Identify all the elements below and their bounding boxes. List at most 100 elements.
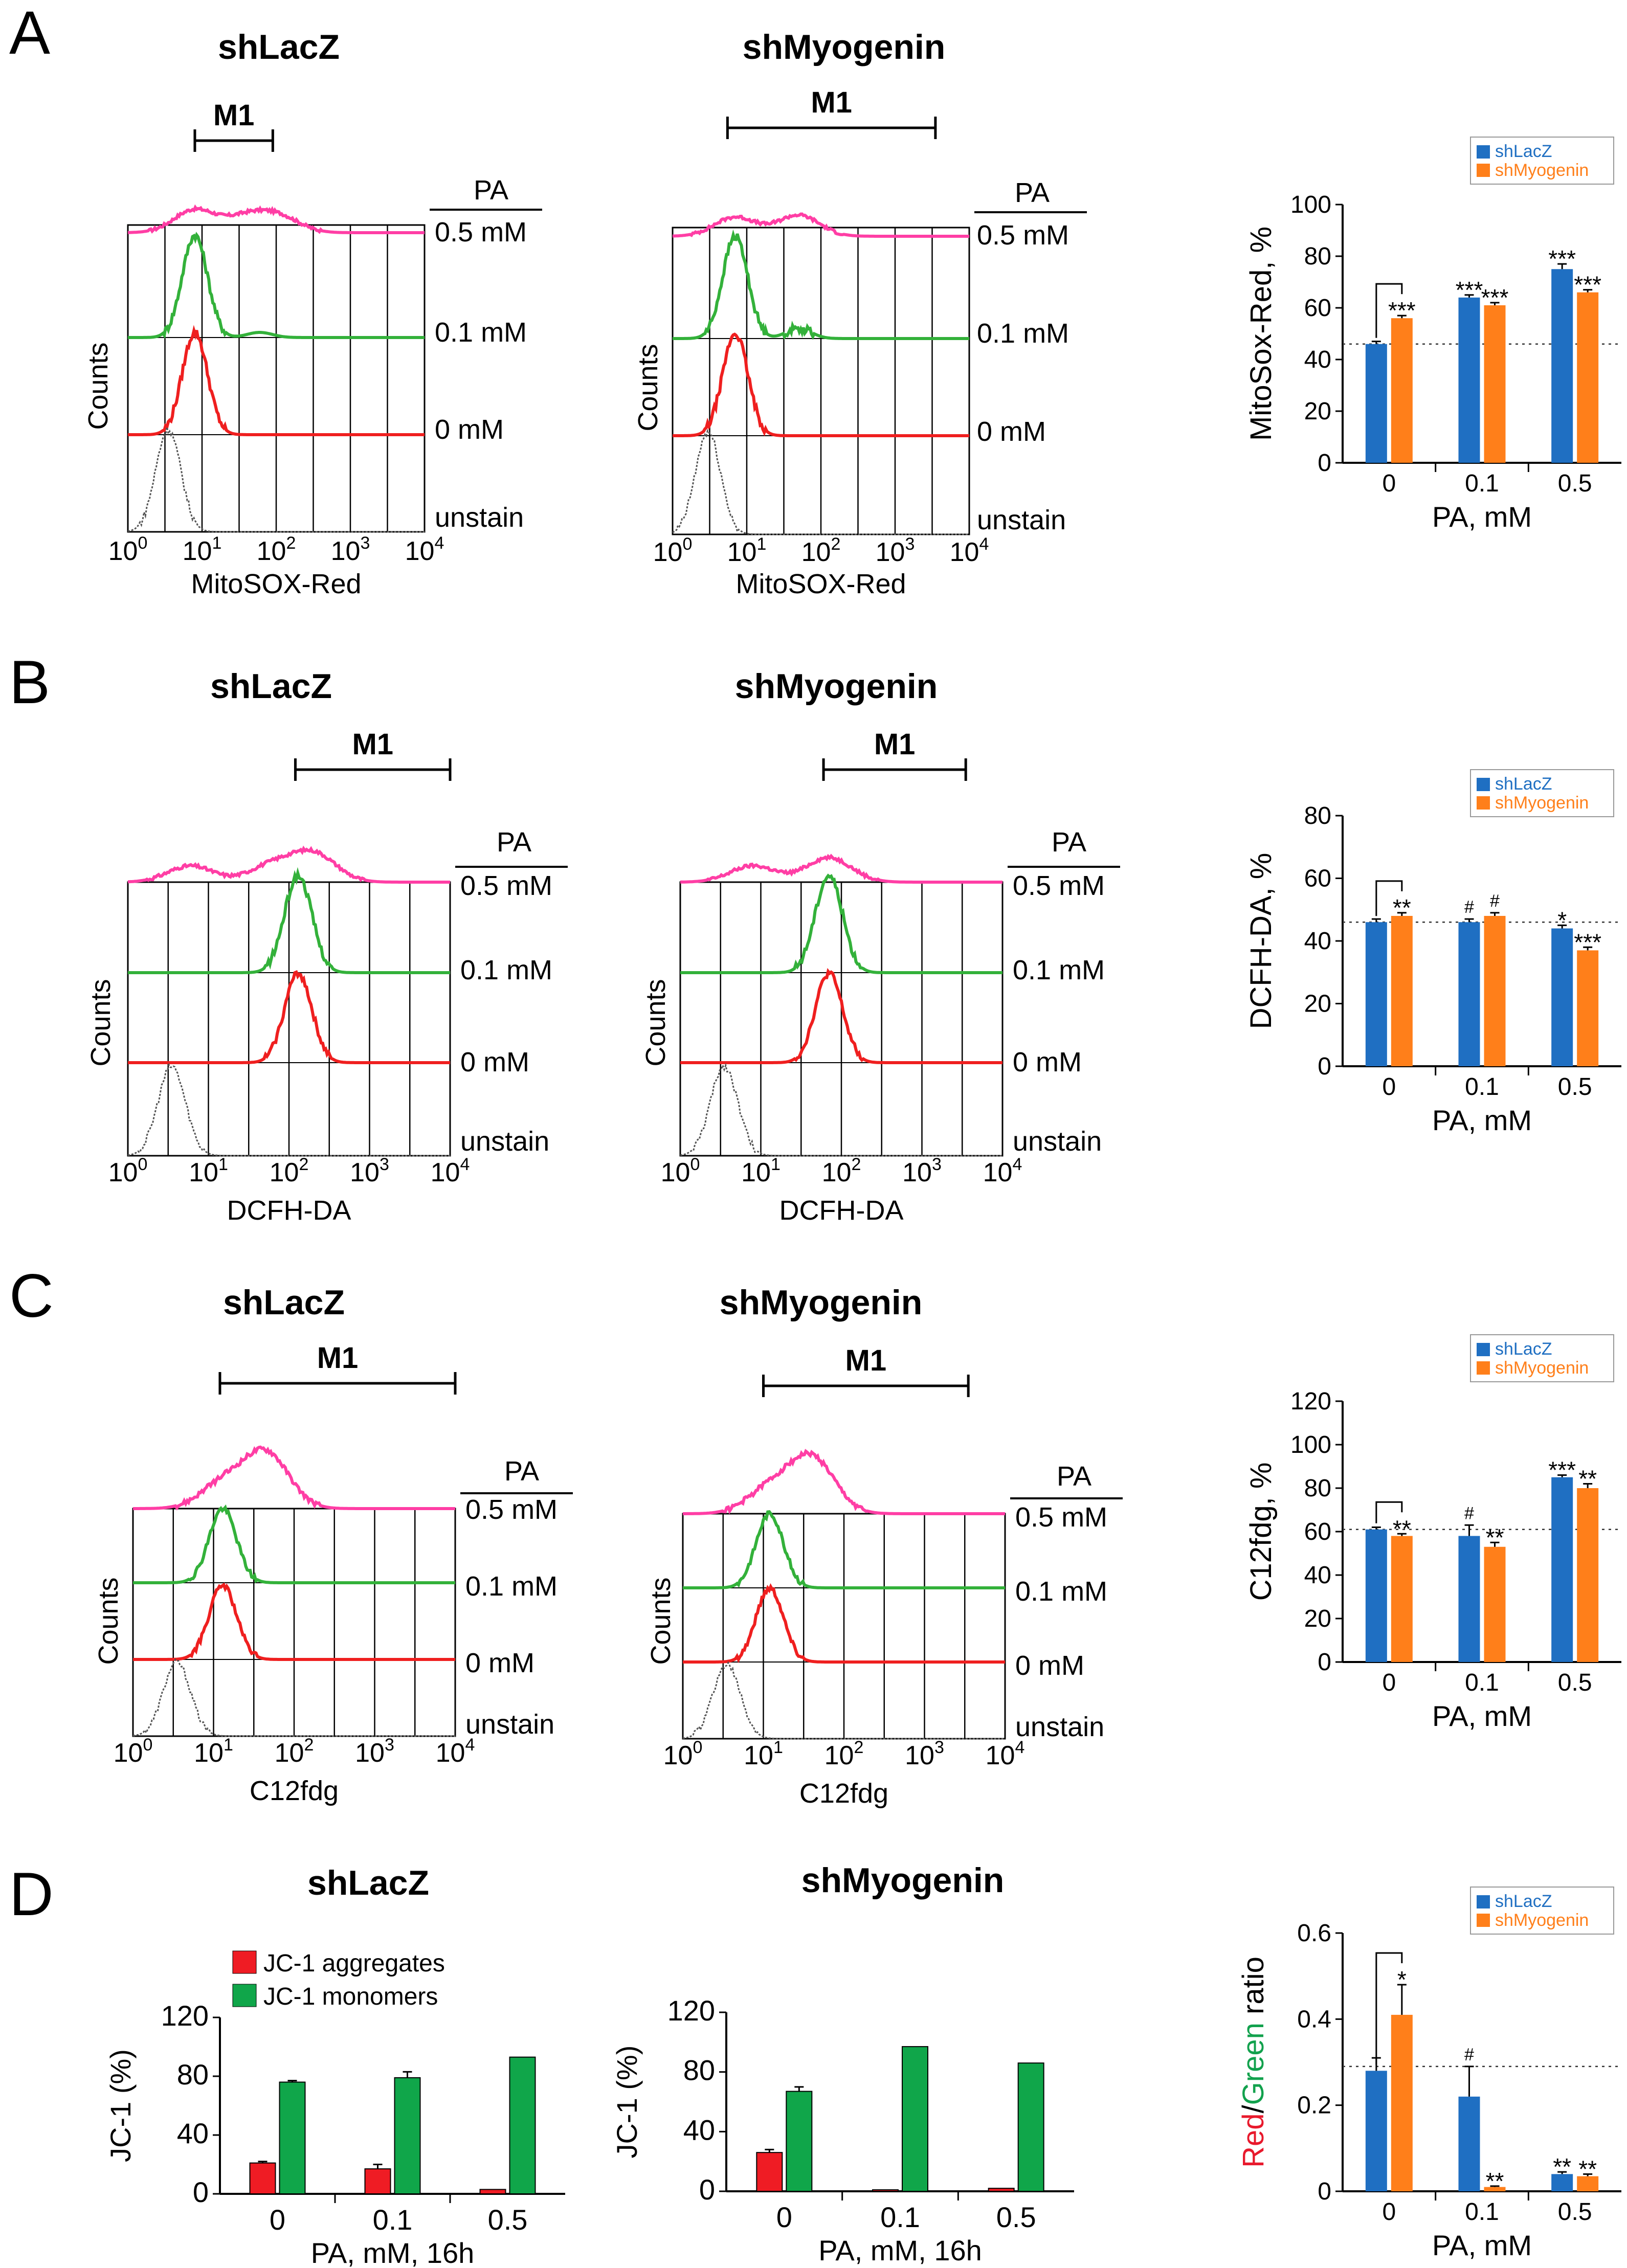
x-tick-label: 102	[822, 1155, 861, 1187]
legend-swatch-shLacZ	[1477, 1895, 1490, 1908]
hist-A-right-level-05: 0.5 mM	[977, 220, 1069, 251]
legend-label-shMyogenin: shMyogenin	[1495, 793, 1589, 813]
hist-C-right-pa: PA	[1057, 1461, 1091, 1492]
legend-box	[1470, 137, 1614, 185]
bar-shMyogenin-0.5	[1577, 292, 1599, 463]
histogram-curve-01mM	[673, 229, 969, 340]
significance-label: **	[1393, 1515, 1411, 1542]
x-tick-label: 102	[824, 1738, 864, 1770]
gate-m1-label: M1	[213, 99, 255, 132]
hist-C-right-unstain: unstain	[1015, 1712, 1104, 1742]
histogram-curve-0mM	[133, 1582, 455, 1661]
panel-B-right-title: shMyogenin	[735, 667, 938, 706]
histogram-A-shLacZ: 100 101 102 103 104 MitoSOX-Red M1	[108, 99, 542, 599]
x-tick-label: 0	[1382, 2198, 1396, 2226]
significance-bracket	[1375, 283, 1403, 338]
jc1-legend: JC-1 aggregates JC-1 monomers	[232, 1950, 445, 2010]
x-tick-label: 0.5	[996, 2201, 1036, 2233]
x-tick-label: 0.1	[1465, 1073, 1499, 1101]
gate-m1-label: M1	[845, 1344, 887, 1377]
hist-B-left-counts: Counts	[85, 979, 116, 1066]
significance-label: ***	[1574, 272, 1601, 298]
bar-JC-1-monomers-0	[786, 2091, 813, 2192]
y-tick-label: 80	[683, 2054, 715, 2086]
panel-A-right-title: shMyogenin	[743, 28, 946, 66]
bar-JC-1-aggregates-0.5	[479, 2189, 506, 2194]
x-tick-label: 101	[741, 1155, 781, 1187]
y-tick-label: 80	[1304, 1475, 1331, 1502]
hist-C-right-counts: Counts	[645, 1577, 676, 1665]
histogram-curve-unstain	[127, 1063, 450, 1157]
bar-JC-1-aggregates-0.1	[872, 2189, 899, 2192]
x-tick-label: 103	[905, 1738, 944, 1770]
y-tick-label: 0	[1318, 450, 1331, 477]
x-tick-label: 0.5	[1558, 1073, 1592, 1101]
histogram-B-shMyogenin: 100 101 102 103 104 DCFH-DA M1	[661, 728, 1120, 1226]
x-axis-label: PA, mM, 16h	[818, 2234, 982, 2266]
bar-JC-1-aggregates-0	[756, 2152, 783, 2192]
legend-swatch-shMyogenin	[1477, 1914, 1490, 1927]
legend-swatch-shMyogenin	[1477, 796, 1490, 810]
jc1-legend-monomers-label: JC-1 monomers	[263, 1983, 438, 2010]
hist-B-right-level-0: 0 mM	[1013, 1047, 1082, 1077]
significance-label: ***	[1574, 929, 1601, 955]
panel-letter-B: B	[9, 648, 50, 716]
histogram-curve-unstain	[680, 1063, 1002, 1157]
y-tick-label: 40	[683, 2114, 715, 2146]
x-axis-label: PA, mM	[1432, 2229, 1532, 2261]
x-tick-label: 0	[270, 2204, 285, 2236]
bar-shMyogenin-0.1	[1484, 1546, 1506, 1662]
hist-B-right-pa: PA	[1052, 827, 1086, 858]
y-tick-label: 0	[1318, 1053, 1331, 1080]
bar-shMyogenin-0	[1391, 916, 1413, 1066]
histogram-curve-01mM	[128, 867, 450, 974]
y-axis-label: JC-1 (%)	[611, 2046, 643, 2159]
x-tick-label: 100	[663, 1738, 703, 1770]
significance-label: ***	[1481, 284, 1509, 311]
x-tick-label: 0.1	[1465, 2198, 1499, 2226]
significance-bracket	[1375, 1952, 1403, 2065]
legend-label-shMyogenin: shMyogenin	[1495, 1358, 1589, 1378]
histogram-A-shMyogenin: 100 101 102 103 104 MitoSOX-Red M1	[653, 86, 1087, 599]
y-tick-label: 120	[161, 2000, 209, 2032]
bar-shLacZ-0.1	[1458, 1536, 1480, 1662]
x-tick-label: 101	[744, 1738, 783, 1770]
hist-A-right-pa: PA	[1015, 177, 1050, 208]
y-tick-label: 100	[1290, 191, 1331, 218]
legend-box	[1470, 1334, 1614, 1382]
hist-C-left-level-0: 0 mM	[465, 1648, 534, 1678]
y-tick-label: 0	[193, 2176, 209, 2208]
x-tick-label: 100	[661, 1155, 700, 1187]
histogram-curve-unstain	[127, 426, 425, 533]
panel-letter-C: C	[9, 1262, 54, 1330]
x-tick-label: 100	[108, 533, 148, 566]
x-tick-label: 0.5	[488, 2204, 528, 2236]
hist-C-left-counts: Counts	[93, 1577, 124, 1665]
significance-label: ***	[1548, 245, 1576, 272]
histogram-curve-0mM	[128, 325, 425, 436]
significance-label: ***	[1548, 1457, 1576, 1484]
x-tick-label: 0	[776, 2201, 792, 2233]
histogram-curve-0mM	[680, 968, 1002, 1064]
hist-A-left-level-01: 0.1 mM	[435, 317, 527, 348]
x-tick-label: 101	[189, 1155, 228, 1187]
x-tick-label: 101	[194, 1735, 233, 1768]
histogram-curve-05mM	[672, 212, 969, 238]
bar-shMyogenin-0.1	[1484, 916, 1506, 1066]
hist-C-left-unstain: unstain	[465, 1709, 554, 1740]
histogram-curve-05mM	[683, 1449, 1005, 1515]
hist-C-right-level-05: 0.5 mM	[1015, 1502, 1107, 1533]
histogram-curve-0mM	[673, 332, 969, 437]
significance-label: **	[1486, 2168, 1504, 2194]
gate-m1-label: M1	[811, 86, 852, 119]
x-tick-label: 0.1	[1465, 470, 1499, 497]
x-tick-label: 0	[1382, 1073, 1396, 1101]
hist-B-left-pa: PA	[497, 827, 531, 858]
bar-shMyogenin-0	[1391, 2014, 1413, 2191]
bar-shLacZ-0	[1365, 922, 1387, 1066]
legend-swatch-shLacZ	[1477, 145, 1490, 159]
histogram-curve-01mM	[680, 873, 1002, 974]
hist-B-left-level-0: 0 mM	[460, 1047, 529, 1077]
legend-swatch-shLacZ	[1477, 1343, 1490, 1356]
